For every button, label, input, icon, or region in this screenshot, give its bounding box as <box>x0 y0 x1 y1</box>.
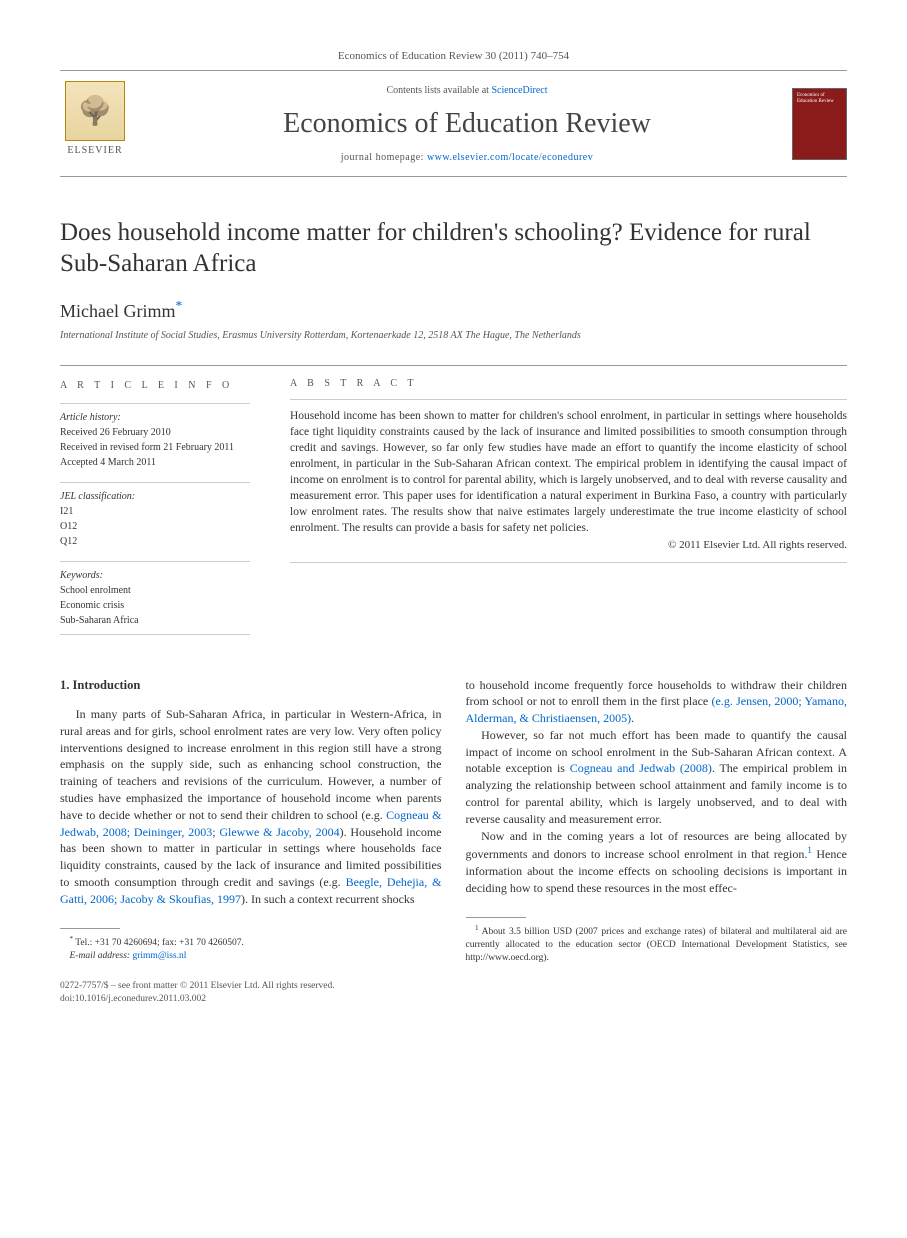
article-info-heading: a r t i c l e i n f o <box>60 378 250 393</box>
journal-cover-thumbnail[interactable]: Economics of Education Review <box>792 88 847 160</box>
author-email-link[interactable]: grimm@iss.nl <box>130 951 186 961</box>
keywords-label: Keywords: <box>60 568 250 583</box>
publisher-name: ELSEVIER <box>67 145 122 156</box>
abstract-body: Household income has been shown to matte… <box>290 410 847 535</box>
corresponding-author-footnote: * Tel.: +31 70 4260694; fax: +31 70 4260… <box>60 935 442 950</box>
journal-name: Economics of Education Review <box>142 108 792 140</box>
footer-meta: 0272-7757/$ – see front matter © 2011 El… <box>60 980 442 1006</box>
revised-date: Received in revised form 21 February 201… <box>60 440 250 455</box>
body-paragraph: In many parts of Sub-Saharan Africa, in … <box>60 706 442 908</box>
cover-label: Economics of Education Review <box>793 89 846 109</box>
citation-link[interactable]: Cogneau and Jedwab (2008) <box>570 761 712 775</box>
journal-reference: Economics of Education Review 30 (2011) … <box>60 50 847 62</box>
footnote-separator <box>60 928 120 929</box>
body-text: . <box>631 711 634 725</box>
email-footnote: E-mail address: grimm@iss.nl <box>60 950 442 963</box>
article-history-block: Article history: Received 26 February 20… <box>60 403 250 470</box>
keyword: School enrolment <box>60 583 250 598</box>
footnote-text: Tel.: +31 70 4260694; fax: +31 70 426050… <box>73 938 244 948</box>
author-affiliation: International Institute of Social Studie… <box>60 330 847 341</box>
author-text: Michael Grimm <box>60 301 175 321</box>
accepted-date: Accepted 4 March 2011 <box>60 455 250 470</box>
body-paragraph: Now and in the coming years a lot of res… <box>466 828 848 897</box>
abstract-heading: a b s t r a c t <box>290 378 847 389</box>
journal-homepage-line: journal homepage: www.elsevier.com/locat… <box>142 152 792 163</box>
body-text: In many parts of Sub-Saharan Africa, in … <box>60 707 442 822</box>
received-date: Received 26 February 2010 <box>60 425 250 440</box>
body-text: ). In such a context recurrent shocks <box>241 892 415 906</box>
body-paragraph: to household income frequently force hou… <box>466 677 848 727</box>
corresponding-author-marker[interactable]: * <box>175 301 182 321</box>
email-label: E-mail address: <box>70 951 131 961</box>
footnote-text: About 3.5 billion USD (2007 prices and e… <box>466 927 848 963</box>
elsevier-logo[interactable]: ELSEVIER <box>60 81 130 166</box>
elsevier-tree-icon <box>65 81 125 141</box>
homepage-prefix: journal homepage: <box>341 152 427 163</box>
abstract-column: a b s t r a c t Household income has bee… <box>270 366 847 647</box>
doi-line: doi:10.1016/j.econedurev.2011.03.002 <box>60 993 442 1006</box>
abstract-text: Household income has been shown to matte… <box>290 399 847 563</box>
article-title: Does household income matter for childre… <box>60 217 847 280</box>
footnote-1: 1 About 3.5 billion USD (2007 prices and… <box>466 924 848 965</box>
keyword: Sub-Saharan Africa <box>60 613 250 628</box>
abstract-copyright: © 2011 Elsevier Ltd. All rights reserved… <box>290 538 847 553</box>
jel-code: Q12 <box>60 534 250 549</box>
sciencedirect-link[interactable]: ScienceDirect <box>491 85 547 96</box>
jel-label: JEL classification: <box>60 489 250 504</box>
body-text: Now and in the coming years a lot of res… <box>466 829 848 862</box>
body-two-column: 1. Introduction In many parts of Sub-Sah… <box>60 677 847 1006</box>
jel-block: JEL classification: I21 O12 Q12 <box>60 482 250 549</box>
body-paragraph: However, so far not much effort has been… <box>466 727 848 828</box>
contents-prefix: Contents lists available at <box>386 85 491 96</box>
keyword: Economic crisis <box>60 598 250 613</box>
contents-available-line: Contents lists available at ScienceDirec… <box>142 85 792 96</box>
jel-code: I21 <box>60 504 250 519</box>
history-label: Article history: <box>60 410 250 425</box>
author-name: Michael Grimm* <box>60 298 847 322</box>
keywords-block: Keywords: School enrolment Economic cris… <box>60 561 250 635</box>
article-info-column: a r t i c l e i n f o Article history: R… <box>60 366 270 647</box>
body-column-left: 1. Introduction In many parts of Sub-Sah… <box>60 677 442 1006</box>
masthead: ELSEVIER Contents lists available at Sci… <box>60 70 847 177</box>
issn-copyright-line: 0272-7757/$ – see front matter © 2011 El… <box>60 980 442 993</box>
footnote-separator <box>466 917 526 918</box>
journal-homepage-link[interactable]: www.elsevier.com/locate/econedurev <box>427 152 593 163</box>
section-1-heading: 1. Introduction <box>60 677 442 695</box>
jel-code: O12 <box>60 519 250 534</box>
body-column-right: to household income frequently force hou… <box>466 677 848 1006</box>
